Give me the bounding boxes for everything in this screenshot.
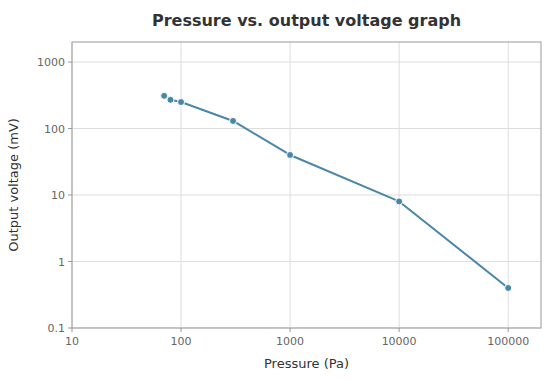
data-point <box>161 92 168 99</box>
y-tick-label: 1 <box>58 256 65 269</box>
data-point <box>178 99 185 106</box>
tick-labels: 10 100 1000 10000 100000 0.1 1 10 100 1000 <box>37 56 529 348</box>
x-axis-label: Pressure (Pa) <box>264 356 349 371</box>
plot-frame <box>72 42 541 328</box>
x-tick-label: 100 <box>171 335 192 348</box>
x-tick-label: 1000 <box>276 335 304 348</box>
x-grid-line <box>181 42 182 328</box>
chart-svg: 10 100 1000 10000 100000 0.1 1 10 100 1000 Pressur… <box>0 0 559 380</box>
x-grid-line <box>399 42 400 328</box>
data-line <box>164 96 508 288</box>
x-tick <box>399 328 400 332</box>
y-tick-label: 0.1 <box>48 322 66 335</box>
x-grid-line <box>290 42 291 328</box>
y-grid-line <box>72 128 541 129</box>
x-tick <box>508 328 509 332</box>
y-tick <box>68 328 72 329</box>
y-tick <box>68 195 72 196</box>
chart-title: Pressure vs. output voltage graph <box>152 11 461 30</box>
y-grid-line <box>72 261 541 262</box>
x-tick-label: 10000 <box>382 335 417 348</box>
grid <box>72 42 541 328</box>
data-point <box>230 117 237 124</box>
x-tick <box>290 328 291 332</box>
y-grid-line <box>72 195 541 196</box>
data-point <box>396 198 403 205</box>
y-tick-label: 1000 <box>37 56 65 69</box>
data-point <box>287 151 294 158</box>
y-tick-label: 10 <box>51 189 65 202</box>
x-tick-label: 10 <box>65 335 79 348</box>
x-tick <box>181 328 182 332</box>
y-tick <box>68 261 72 262</box>
y-tick <box>68 128 72 129</box>
y-grid-line <box>72 62 541 63</box>
y-axis-label: Output voltage (mV) <box>6 118 21 252</box>
data-point <box>167 96 174 103</box>
y-tick <box>68 62 72 63</box>
data-layer <box>161 92 512 291</box>
x-tick-label: 100000 <box>487 335 529 348</box>
y-tick-label: 100 <box>44 123 65 136</box>
chart-container: 10 100 1000 10000 100000 0.1 1 10 100 1000 Pressur… <box>0 0 559 380</box>
x-tick <box>72 328 73 332</box>
data-point <box>505 284 512 291</box>
